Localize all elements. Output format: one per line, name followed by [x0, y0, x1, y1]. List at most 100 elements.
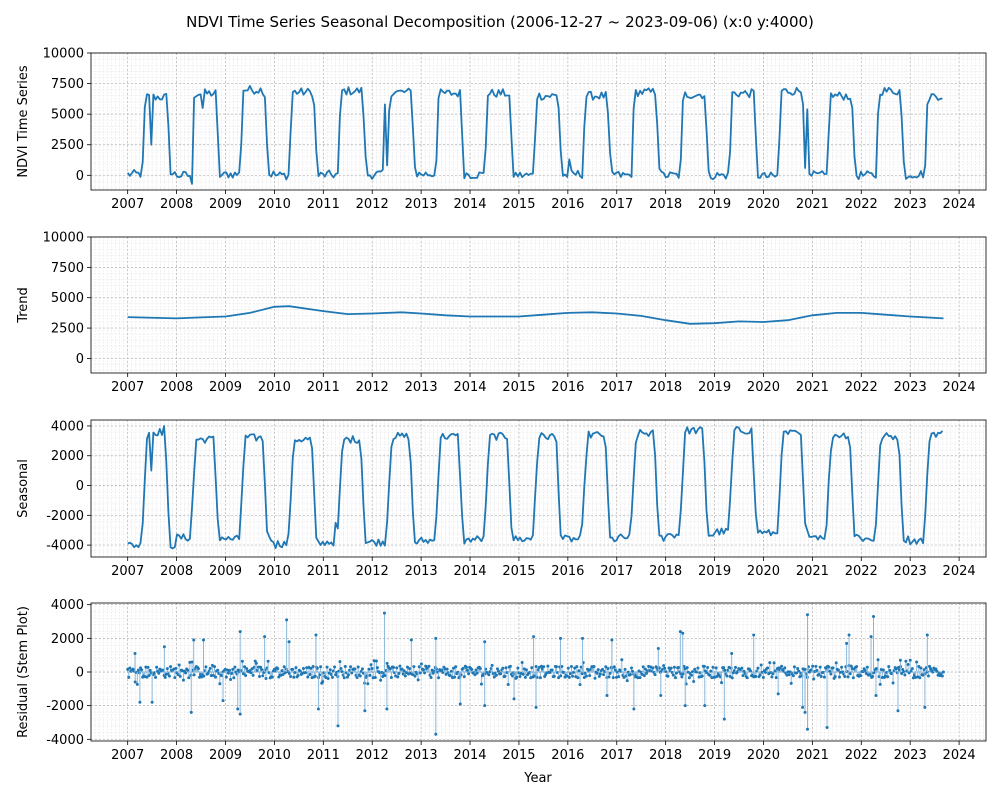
residual-marker	[611, 676, 615, 680]
residual-marker	[834, 661, 838, 665]
seasonal-panel: 2007 2008 2009 2010 2011 2012 2013 2014 2015 2016…	[16, 419, 987, 579]
residual-marker	[662, 664, 666, 668]
residual-marker	[511, 674, 515, 678]
residual-marker	[176, 673, 180, 677]
residual-marker	[213, 665, 217, 669]
residual-marker	[896, 709, 900, 713]
residual-marker	[733, 665, 737, 669]
residual-marker	[263, 635, 267, 639]
residual-marker	[187, 676, 191, 680]
residual-marker	[353, 667, 357, 671]
residual-marker	[878, 682, 882, 686]
residual-marker	[819, 675, 823, 679]
residual-marker	[355, 675, 359, 679]
trend-x-tick-label: 2020	[747, 380, 780, 395]
residual-marker	[803, 710, 807, 714]
residual-x-tick-label: 2011	[307, 748, 340, 763]
trend-x-tick-label: 2012	[356, 380, 389, 395]
residual-marker	[504, 666, 508, 670]
residual-marker	[429, 675, 433, 679]
residual-marker	[906, 662, 910, 666]
residual-marker	[546, 664, 550, 668]
residual-marker	[419, 662, 423, 666]
ndvi-x-tick-label: 2013	[405, 197, 438, 212]
residual-marker	[822, 675, 826, 679]
residual-marker	[642, 674, 646, 678]
residual-marker	[550, 668, 554, 672]
residual-marker	[690, 673, 694, 677]
residual-marker	[292, 675, 296, 679]
trend-x-tick-label: 2010	[258, 380, 291, 395]
residual-marker	[150, 700, 154, 704]
residual-marker	[494, 673, 498, 677]
ndvi-frame	[90, 52, 987, 191]
residual-marker	[221, 699, 225, 703]
residual-marker	[632, 707, 636, 711]
trend-y-tick-label: 7500	[51, 261, 84, 276]
residual-marker	[264, 677, 268, 681]
residual-marker	[872, 614, 876, 618]
ndvi-line	[126, 85, 943, 185]
residual-marker	[673, 676, 677, 680]
seasonal-y-tick-label: 4000	[51, 419, 84, 434]
residual-marker	[681, 672, 685, 676]
residual-marker	[226, 671, 230, 675]
residual-marker	[301, 667, 305, 671]
residual-marker	[666, 674, 670, 678]
residual-marker	[422, 668, 426, 672]
residual-marker	[374, 659, 378, 663]
residual-marker	[714, 666, 718, 670]
ndvi-x-tick-label: 2015	[502, 197, 535, 212]
residual-marker	[276, 667, 280, 671]
residual-x-tick-label: 2022	[845, 748, 878, 763]
ndvi-x-tick-label: 2021	[796, 197, 829, 212]
residual-y-tick-label: -2000	[46, 699, 84, 714]
trend-frame	[90, 236, 987, 374]
residual-marker	[270, 675, 274, 679]
residual-marker	[243, 665, 247, 669]
residual-marker	[316, 707, 320, 711]
residual-marker	[162, 645, 166, 649]
residual-marker	[285, 618, 289, 622]
residual-marker	[289, 674, 293, 678]
residual-marker	[903, 673, 907, 677]
residual-marker	[520, 661, 524, 665]
residual-marker	[871, 675, 875, 679]
residual-marker	[190, 660, 194, 664]
ndvi-x-tick-label: 2017	[600, 197, 633, 212]
residual-y-tick-label: 4000	[51, 598, 84, 613]
residual-marker	[196, 667, 200, 671]
residual-marker	[437, 676, 441, 680]
trend-line	[127, 305, 944, 325]
seasonal-x-tick-label: 2008	[160, 564, 193, 579]
seasonal-x-tick-label: 2015	[502, 564, 535, 579]
residual-x-tick-label: 2016	[551, 748, 584, 763]
seasonal-y-tick-label: -2000	[46, 509, 84, 524]
residual-marker	[449, 669, 453, 673]
trend-y-axis-label: Trend	[16, 287, 31, 324]
residual-marker	[473, 673, 477, 677]
residual-marker	[566, 666, 570, 670]
residual-marker	[184, 671, 188, 675]
residual-marker	[238, 630, 242, 634]
residual-x-tick-label: 2013	[405, 748, 438, 763]
residual-marker	[412, 665, 416, 669]
residual-marker	[218, 682, 222, 686]
ndvi-x-tick-label: 2012	[356, 197, 389, 212]
residual-marker	[840, 665, 844, 669]
trend-x-tick-label: 2015	[502, 380, 535, 395]
residual-marker	[398, 664, 402, 668]
residual-marker	[602, 673, 606, 677]
residual-marker	[516, 666, 520, 670]
residual-marker	[722, 717, 726, 721]
seasonal-x-tick-label: 2009	[209, 564, 242, 579]
residual-marker	[339, 666, 343, 670]
residual-marker	[146, 665, 150, 669]
residual-marker	[685, 666, 689, 670]
residual-marker	[181, 678, 185, 682]
residual-marker	[192, 638, 196, 642]
seasonal-y-tick-label: -4000	[46, 539, 84, 554]
residual-marker	[309, 666, 313, 670]
residual-marker	[358, 674, 362, 678]
residual-marker	[178, 674, 182, 678]
